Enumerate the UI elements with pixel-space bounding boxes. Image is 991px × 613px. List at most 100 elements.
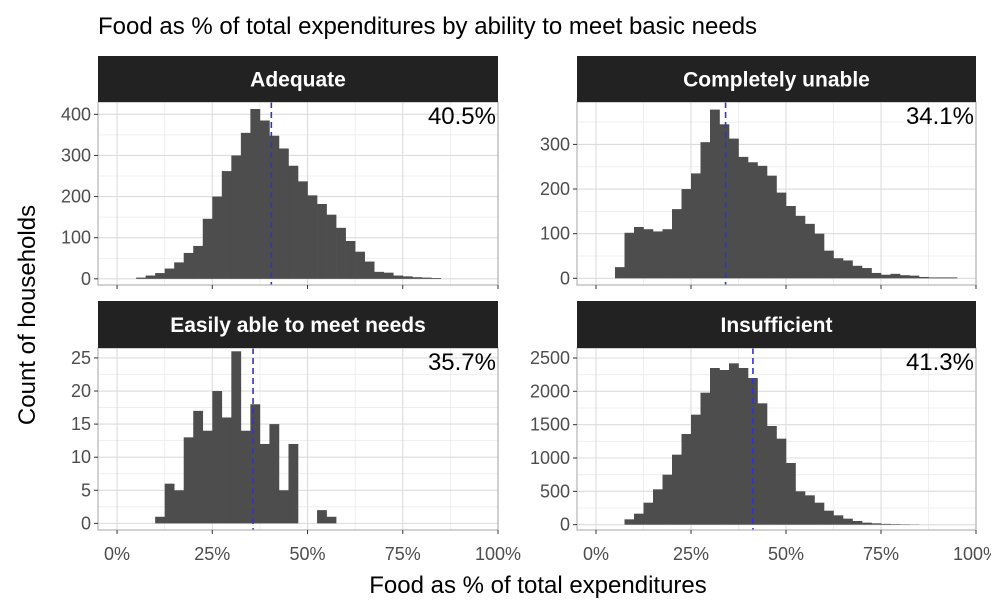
bar [909,275,920,279]
bar [634,226,644,279]
bar [719,370,730,525]
bar [174,262,185,279]
bar [662,474,673,525]
bar [805,495,815,525]
bar [231,351,242,524]
bar [250,108,261,279]
bar [795,215,806,279]
bar [421,277,432,279]
bar [269,424,280,524]
bar [833,258,844,279]
bar [738,156,749,279]
bar [193,245,204,279]
bar [843,518,853,525]
bar [259,443,270,524]
bar [288,165,299,279]
bar [136,277,146,279]
bar [814,233,825,279]
bar [767,426,777,525]
y-tick-label: 0 [81,513,91,533]
bar [881,274,891,279]
bar [881,523,891,525]
y-tick-label: 500 [540,481,570,501]
bar [212,391,223,524]
bar [624,519,635,525]
bar [710,368,720,525]
bar [278,148,289,279]
bar [307,195,318,279]
bar [928,277,939,279]
bar [719,124,730,279]
histogram-bars [615,109,958,279]
bar [672,209,682,279]
bar [843,260,853,279]
x-tick-label: 25% [673,544,709,564]
strip-background [577,56,976,102]
x-axis-title: Food as % of total expenditures [369,572,707,599]
chart-title: Food as % of total expenditures by abili… [98,13,757,40]
bar [643,502,654,525]
bar [259,120,270,279]
y-tick-label: 10 [71,447,91,467]
bar [947,277,958,279]
bar [326,214,337,279]
bar [634,513,644,525]
bar [164,483,175,524]
y-tick-label: 100 [540,224,570,244]
bar [767,175,777,279]
mean-label: 41.3% [906,349,974,376]
bar [890,524,901,525]
bar [786,463,796,525]
bar [919,276,929,279]
bar [824,250,834,279]
bar [250,404,261,524]
bar [852,265,863,279]
bar [653,231,663,279]
bar [871,272,882,279]
x-tick-label: 75% [863,544,899,564]
x-tick-label: 100% [953,544,991,564]
y-axis-title: Count of households [14,205,41,425]
bar [852,521,863,525]
bar [890,273,901,279]
bar [288,443,299,524]
bar [155,273,165,279]
bar [336,227,346,279]
y-tick-label: 15 [71,414,91,434]
bar [183,437,194,524]
y-tick-label: 200 [540,179,570,199]
y-tick-label: 400 [61,104,91,124]
y-tick-label: 1500 [530,415,570,435]
bar [212,196,223,279]
strip-label: Easily able to meet needs [170,314,426,337]
x-tick-label: 50% [768,544,804,564]
bar [202,430,213,524]
x-tick-label: 0% [583,544,609,564]
y-tick-label: 200 [61,187,91,207]
bar [183,252,194,279]
bar [662,229,673,279]
bar [681,189,692,279]
bar [776,438,787,525]
bar [615,267,625,279]
panel-adequate: Adequate 40.5% 0 100 200 300 400 [61,56,499,289]
strip-background [577,301,976,348]
bar [221,417,232,524]
bar [757,165,768,279]
bar [240,430,251,524]
bar [738,368,749,525]
bar [193,410,204,524]
bar [862,268,872,279]
bar [672,454,682,525]
bar [355,251,365,279]
panel-insufficient: Insufficient 41.3% 0 500 1000 1500 2000 2500 0% 2… [530,301,991,564]
strip-label: Adequate [250,69,346,92]
bar [729,363,739,525]
bar [729,138,739,279]
bar [748,162,758,279]
bar [240,132,251,279]
y-tick-label: 5 [81,480,91,500]
